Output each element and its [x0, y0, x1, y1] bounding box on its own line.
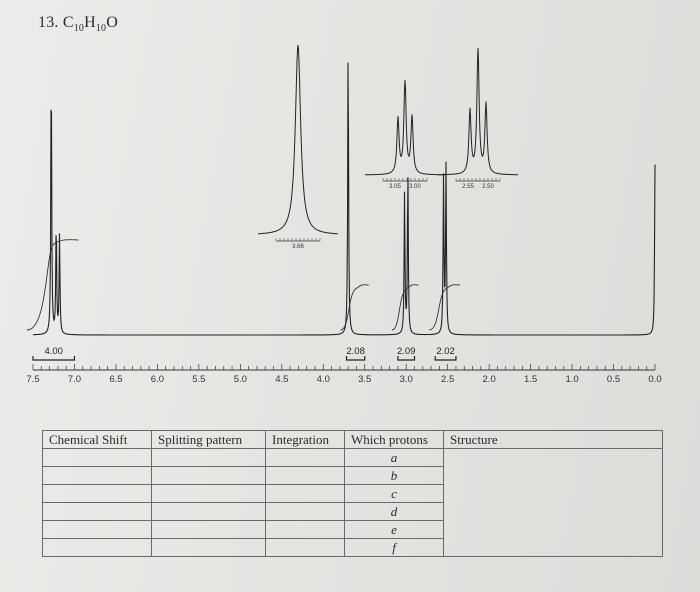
x-tick-labels: 7.5 7.0 6.5 6.0 5.5 5.0 4.5 4.0 3.5 3.0 2.5 2.0 1.5 1… [26, 374, 661, 385]
structure-drawing-area[interactable] [443, 448, 663, 557]
integration-curve [340, 284, 369, 331]
analysis-table: Chemical Shift Splitting pattern Integra… [42, 430, 663, 557]
integration-curve [429, 284, 460, 331]
table-header-row: Chemical Shift Splitting pattern Integra… [42, 430, 663, 449]
cell-proton-label: b [344, 466, 444, 485]
x-tick-label: 6.0 [151, 374, 164, 385]
cell-integration[interactable] [265, 502, 345, 521]
inset-trace [365, 79, 445, 176]
inset-label: 2.50 [482, 184, 494, 190]
peak-insets: 3.66 3.05 3.00 2.55 2.50 [258, 44, 518, 250]
x-tick-label: 1.0 [565, 374, 578, 385]
header-integration: Integration [265, 430, 345, 449]
x-tick-label: 2.5 [441, 374, 454, 385]
integration-label: 2.08 [346, 346, 365, 357]
problem-number: 13. [38, 14, 59, 31]
cell-integration[interactable] [265, 466, 345, 485]
x-tick-label: 5.5 [192, 374, 205, 385]
x-tick-label: 4.0 [317, 374, 330, 385]
table-row: f [42, 538, 663, 557]
x-axis [32, 364, 656, 371]
header-structure: Structure [443, 430, 663, 449]
cell-splitting[interactable] [151, 484, 266, 503]
x-tick-label: 0.5 [607, 374, 620, 385]
header-which-protons: Which protons [344, 430, 444, 449]
cell-integration[interactable] [265, 484, 345, 503]
integration-bracket [434, 356, 457, 361]
cell-proton-label: f [344, 538, 444, 557]
x-tick-label: 1.5 [524, 374, 537, 385]
header-splitting-pattern: Splitting pattern [151, 430, 266, 449]
integration-label: 4.00 [44, 346, 63, 357]
inset-trace [438, 47, 518, 176]
nmr-spectrum: 7.5 7.0 6.5 6.0 5.5 5.0 4.5 4.0 3.5 3.0 2.5 2.0 1.5 1… [26, 44, 662, 385]
cell-splitting[interactable] [151, 538, 266, 557]
x-tick-label: 0.0 [648, 374, 661, 385]
inset-label: 3.00 [409, 184, 421, 190]
cell-integration[interactable] [265, 538, 345, 557]
x-tick-label: 6.5 [109, 374, 122, 385]
cell-splitting[interactable] [151, 448, 266, 467]
x-tick-label: 3.0 [400, 374, 413, 385]
integration-label: 2.09 [397, 346, 416, 357]
problem-title: 13. C10H10O [38, 14, 118, 34]
cell-proton-label: a [344, 448, 444, 467]
integration-bracket [345, 356, 366, 361]
cell-shift[interactable] [42, 520, 152, 539]
x-tick-label: 4.5 [275, 374, 288, 385]
integration-curve [391, 284, 419, 331]
integration-bracket [32, 356, 76, 361]
cell-shift[interactable] [42, 448, 152, 467]
integration-bracket [397, 356, 416, 361]
integration-curves [26, 239, 460, 331]
cell-proton-label: e [344, 520, 444, 539]
table-row: d [42, 502, 663, 521]
cell-splitting[interactable] [151, 466, 266, 485]
cell-shift[interactable] [42, 484, 152, 503]
inset-label: 3.05 [389, 184, 401, 190]
integration-label: 2.02 [436, 346, 455, 357]
inset-label: 2.55 [462, 184, 474, 190]
cell-shift[interactable] [42, 538, 152, 557]
integration-labels: 4.00 2.08 2.09 2.02 [32, 346, 457, 361]
cell-splitting[interactable] [151, 520, 266, 539]
header-chemical-shift: Chemical Shift [42, 430, 152, 449]
molecular-formula: C10H10O [62, 14, 119, 35]
cell-shift[interactable] [42, 502, 152, 521]
x-tick-label: 3.5 [358, 374, 371, 385]
cell-integration[interactable] [265, 448, 345, 467]
spectrum-trace [33, 62, 656, 336]
x-tick-label: 7.0 [68, 374, 81, 385]
table-row: a [42, 448, 663, 557]
integration-curve [26, 239, 79, 331]
x-tick-label: 5.0 [234, 374, 247, 385]
cell-shift[interactable] [42, 466, 152, 485]
inset-label: 3.66 [292, 244, 304, 250]
cell-proton-label: d [344, 502, 444, 521]
cell-integration[interactable] [265, 520, 345, 539]
table-row: c [42, 484, 663, 503]
cell-proton-label: c [344, 484, 444, 503]
x-tick-label: 7.5 [26, 374, 39, 385]
x-tick-label: 2.0 [483, 374, 496, 385]
cell-splitting[interactable] [151, 502, 266, 521]
inset-trace [258, 44, 338, 235]
